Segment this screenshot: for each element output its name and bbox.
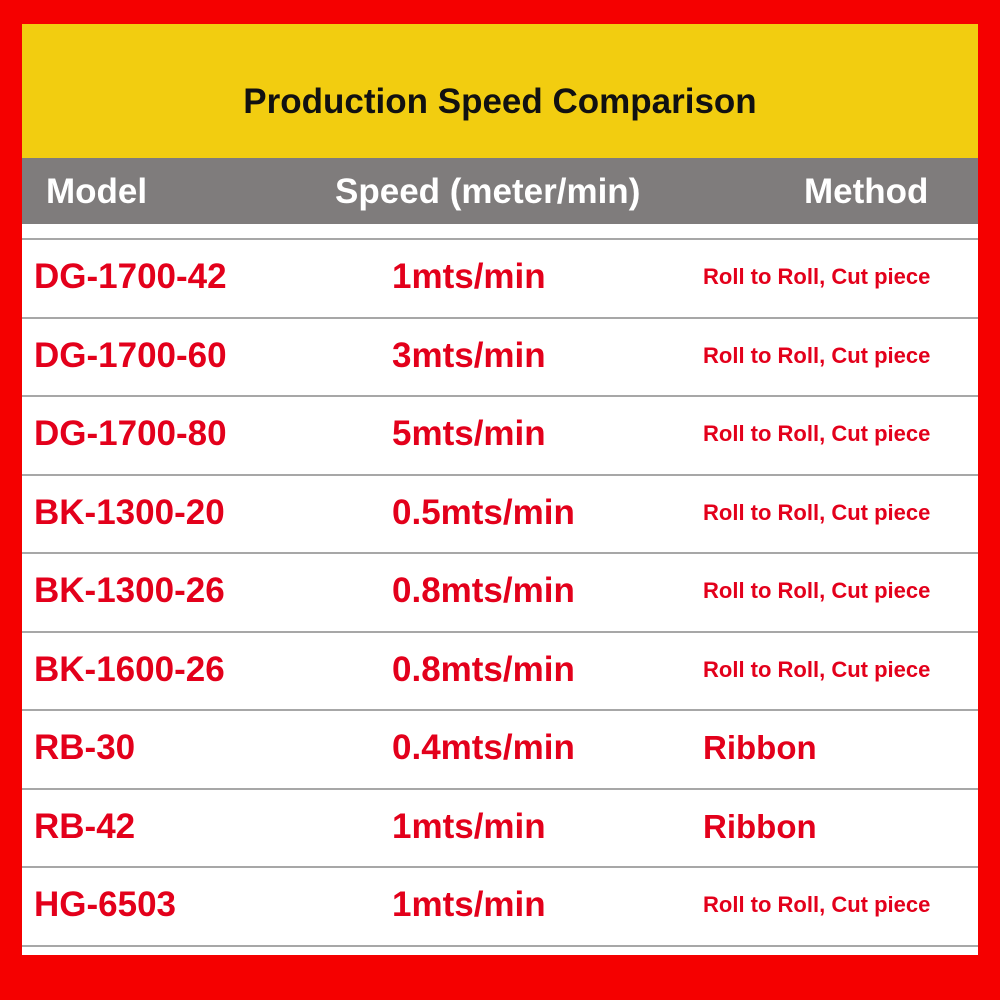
panel: Production Speed Comparison Model Speed …	[22, 24, 978, 955]
model-cell: BK-1600-26	[34, 649, 225, 689]
header-row: Model Speed (meter/min) Method	[22, 158, 978, 224]
model-cell: RB-30	[34, 728, 136, 768]
model-cell: DG-1700-42	[34, 257, 227, 297]
speed-cell: 0.5mts/min	[392, 492, 575, 532]
method-cell: Roll to Roll, Cut piece	[703, 892, 931, 918]
speed-cell: 0.8mts/min	[392, 571, 575, 611]
row-divider	[22, 473, 978, 476]
speed-cell: 1mts/min	[392, 885, 546, 925]
title-bar: Production Speed Comparison	[22, 24, 978, 158]
speed-cell: 3mts/min	[392, 335, 546, 375]
speed-cell: 0.4mts/min	[392, 728, 575, 768]
model-cell: BK-1300-20	[34, 492, 225, 532]
method-cell: Ribbon	[703, 807, 817, 845]
row-divider	[22, 944, 978, 947]
model-cell: DG-1700-60	[34, 335, 227, 375]
column-header: Model	[46, 172, 148, 211]
method-cell: Roll to Roll, Cut piece	[703, 499, 931, 525]
method-cell: Ribbon	[703, 729, 817, 767]
model-cell: DG-1700-80	[34, 414, 227, 454]
column-header: Method	[804, 172, 929, 211]
row-divider	[22, 630, 978, 633]
model-cell: RB-42	[34, 806, 136, 846]
row-divider	[22, 866, 978, 868]
row-divider	[22, 316, 978, 319]
speed-cell: 5mts/min	[392, 414, 546, 454]
model-cell: BK-1300-26	[34, 571, 225, 611]
row-divider	[22, 238, 978, 240]
row-divider	[22, 552, 978, 554]
method-cell: Roll to Roll, Cut piece	[703, 264, 931, 290]
row-divider	[22, 709, 978, 711]
model-cell: HG-6503	[34, 885, 177, 925]
speed-cell: 1mts/min	[392, 806, 546, 846]
method-cell: Roll to Roll, Cut piece	[703, 656, 931, 682]
method-cell: Roll to Roll, Cut piece	[703, 578, 931, 604]
row-divider	[22, 395, 978, 397]
method-cell: Roll to Roll, Cut piece	[703, 342, 931, 368]
title: Production Speed Comparison	[243, 82, 757, 121]
method-cell: Roll to Roll, Cut piece	[703, 421, 931, 447]
speed-cell: 0.8mts/min	[392, 649, 575, 689]
row-divider	[22, 787, 978, 790]
column-header: Speed (meter/min)	[335, 172, 641, 211]
speed-cell: 1mts/min	[392, 257, 546, 297]
